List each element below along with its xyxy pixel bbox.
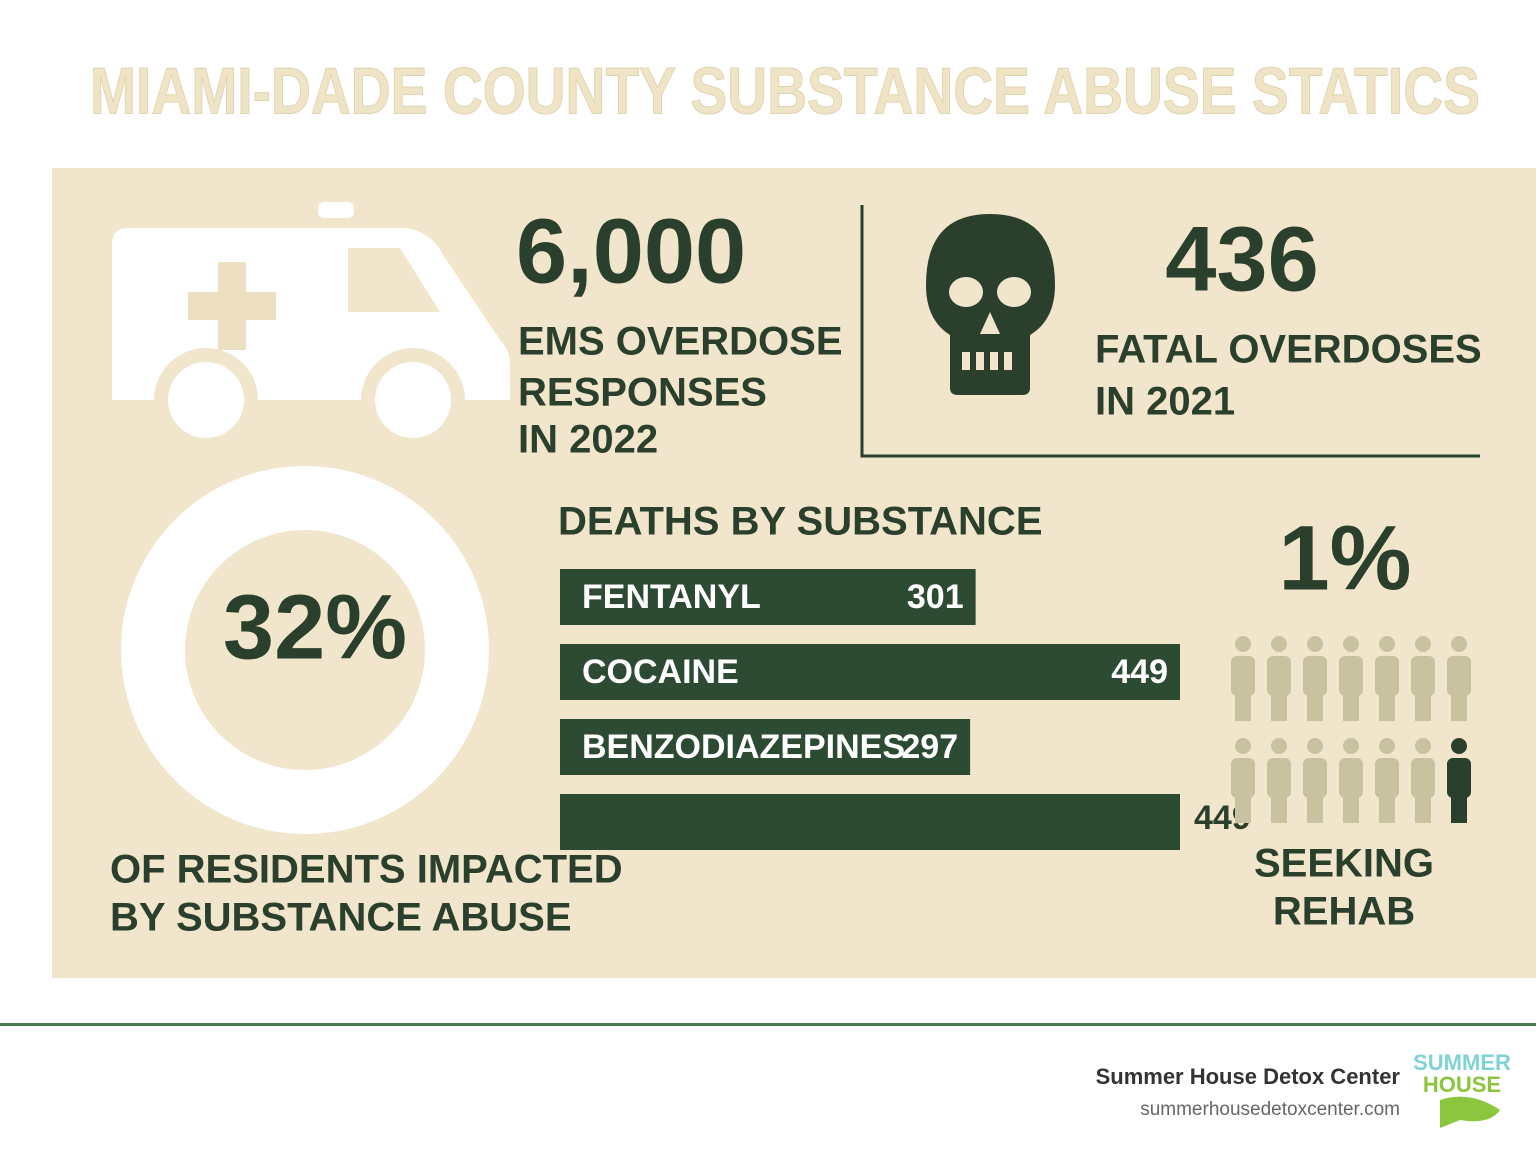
person-body: [1267, 656, 1291, 696]
logo-text: SUMMER: [1413, 1050, 1511, 1075]
person-legs: [1379, 691, 1395, 721]
person-legs: [1415, 691, 1431, 721]
person-legs: [1271, 691, 1287, 721]
person-legs: [1235, 691, 1251, 721]
rehab-label: REHAB: [1273, 890, 1415, 934]
person-body: [1411, 758, 1435, 798]
person-head: [1307, 636, 1323, 652]
person-head: [1271, 738, 1287, 754]
bar-value: 301: [907, 578, 964, 616]
person-legs: [1307, 691, 1323, 721]
person-legs: [1379, 793, 1395, 823]
residents-label: OF RESIDENTS IMPACTED: [110, 848, 623, 892]
person-head: [1307, 738, 1323, 754]
fatal-label: IN 2021: [1095, 380, 1235, 424]
ambulance-icon: [112, 202, 510, 452]
person-head: [1343, 738, 1359, 754]
person-body: [1231, 656, 1255, 696]
bar: [560, 644, 1180, 700]
person-legs: [1307, 793, 1323, 823]
bar: [560, 719, 971, 775]
footer-name: Summer House Detox Center: [1096, 1064, 1401, 1089]
person-head: [1379, 636, 1395, 652]
person-body: [1231, 758, 1255, 798]
logo-text: HOUSE: [1423, 1072, 1501, 1097]
ems-label: EMS OVERDOSE: [518, 320, 843, 364]
person-body: [1375, 656, 1399, 696]
person-legs: [1451, 691, 1467, 721]
bar-value: 449: [1111, 653, 1168, 691]
person-body: [1303, 758, 1327, 798]
skull-icon: [926, 214, 1055, 395]
person-legs: [1271, 793, 1287, 823]
ems-value: 6,000: [516, 200, 746, 302]
fatal-label: FATAL OVERDOSES: [1095, 328, 1482, 372]
person-head: [1451, 738, 1467, 754]
donut-ring: [121, 466, 489, 834]
person-legs: [1343, 691, 1359, 721]
person-body: [1447, 656, 1471, 696]
footer-url: summerhousedetoxcenter.com: [1140, 1099, 1400, 1120]
person-head: [1451, 636, 1467, 652]
person-body: [1447, 758, 1471, 798]
person-head: [1415, 636, 1431, 652]
bar-value: 297: [901, 728, 958, 766]
bar: [560, 569, 976, 625]
person-body: [1267, 758, 1291, 798]
person-legs: [1415, 793, 1431, 823]
person-head: [1235, 738, 1251, 754]
ems-label: RESPONSES: [518, 371, 767, 415]
residents-label: BY SUBSTANCE ABUSE: [110, 896, 572, 940]
logo-gecko: [1440, 1096, 1500, 1128]
person-body: [1339, 656, 1363, 696]
ems-label: IN 2022: [518, 418, 658, 462]
person-head: [1271, 636, 1287, 652]
page-title: MIAMI-DADE COUNTY SUBSTANCE ABUSE STATIC…: [90, 53, 1480, 127]
person-head: [1235, 636, 1251, 652]
chart-title: DEATHS BY SUBSTANCE: [558, 500, 1043, 544]
person-legs: [1235, 793, 1251, 823]
person-head: [1415, 738, 1431, 754]
bar-category: BENZODIAZEPINES: [582, 728, 905, 766]
rehab-value: 1%: [1279, 507, 1412, 609]
bar-category: FENTANYL: [582, 578, 761, 616]
bar-category: COCAINE: [582, 653, 739, 691]
person-body: [1411, 656, 1435, 696]
residents-value: 32%: [223, 576, 407, 678]
person-legs: [1343, 793, 1359, 823]
person-body: [1375, 758, 1399, 798]
person-body: [1303, 656, 1327, 696]
person-legs: [1451, 793, 1467, 823]
rehab-label: SEEKING: [1254, 842, 1434, 886]
person-body: [1339, 758, 1363, 798]
fatal-value: 436: [1165, 208, 1319, 310]
divider: [860, 205, 1480, 458]
person-head: [1343, 636, 1359, 652]
footer-rule: [0, 1023, 1536, 1026]
bar: [560, 794, 1180, 850]
people-icons: [1231, 636, 1471, 823]
person-head: [1379, 738, 1395, 754]
